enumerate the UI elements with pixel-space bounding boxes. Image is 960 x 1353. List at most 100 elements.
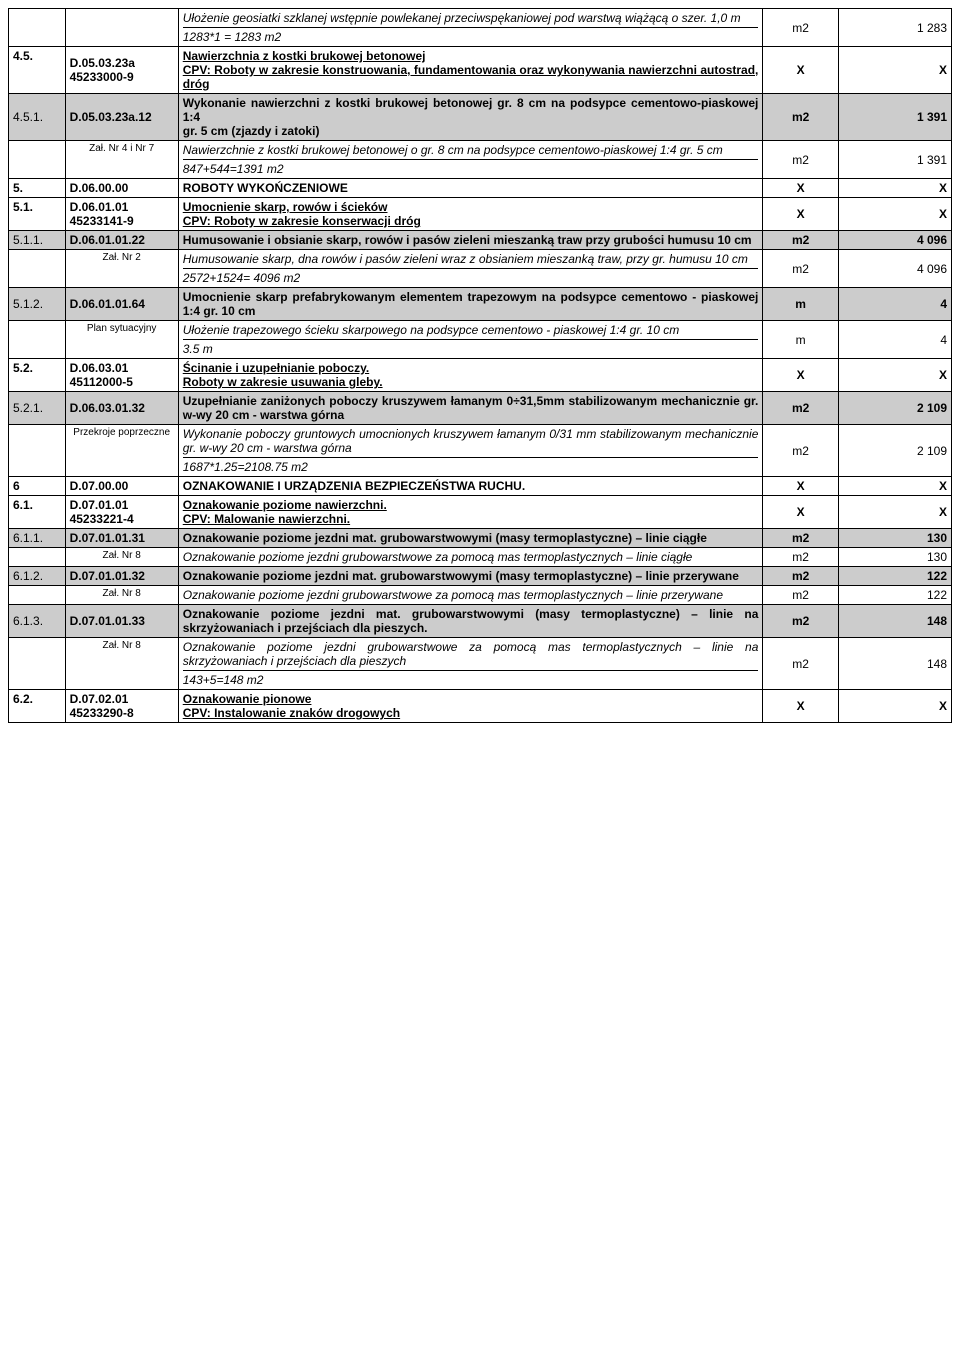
ref-idx-empty — [9, 250, 66, 288]
row-item: 4.5.1.D.05.03.23a.12Wykonanie nawierzchn… — [9, 94, 952, 141]
unit: X — [763, 198, 838, 231]
unit: X — [763, 496, 838, 529]
row-ref: Przekroje poprzeczneWykonanie poboczy gr… — [9, 425, 952, 477]
unit: m2 — [763, 9, 838, 47]
item-idx: 6.1.3. — [9, 605, 66, 638]
qty: X — [838, 477, 951, 496]
row-ref: Zał. Nr 4 i Nr 7Nawierzchnie z kostki br… — [9, 141, 952, 179]
item-desc: Oznakowanie poziome jezdni mat. grubowar… — [178, 605, 763, 638]
row-ref: Zał. Nr 8Oznakowanie poziome jezdni grub… — [9, 638, 952, 690]
ref-idx-empty — [9, 141, 66, 179]
unit: m2 — [763, 250, 838, 288]
ref-desc: Oznakowanie poziome jezdni grubowarstwow… — [178, 586, 763, 605]
calc-text: 1687*1.25=2108.75 m2 — [183, 457, 759, 474]
unit: X — [763, 690, 838, 723]
row-section: 5.D.06.00.00ROBOTY WYKOŃCZENIOWEXX — [9, 179, 952, 198]
qty: 1 391 — [838, 141, 951, 179]
ref-idx-empty — [9, 638, 66, 690]
row-header: 5.1.D.06.01.0145233141-9Umocnienie skarp… — [9, 198, 952, 231]
section-code: D.06.00.00 — [65, 179, 178, 198]
item-code: D.07.01.01.31 — [65, 529, 178, 548]
ref-desc: Nawierzchnie z kostki brukowej betonowej… — [178, 141, 763, 179]
item-idx: 5.1.1. — [9, 231, 66, 250]
unit: m2 — [763, 586, 838, 605]
item-code: D.07.01.01.32 — [65, 567, 178, 586]
unit: m2 — [763, 141, 838, 179]
ref-desc: Oznakowanie poziome jezdni grubowarstwow… — [178, 548, 763, 567]
qty: 1 283 — [838, 9, 951, 47]
qty: X — [838, 359, 951, 392]
qty: X — [838, 47, 951, 94]
section-title: ROBOTY WYKOŃCZENIOWE — [178, 179, 763, 198]
qty: X — [838, 690, 951, 723]
unit: m2 — [763, 425, 838, 477]
row-header: 5.2.D.06.03.0145112000-5Ścinanie i uzupe… — [9, 359, 952, 392]
unit: m — [763, 321, 838, 359]
section-idx: 5. — [9, 179, 66, 198]
section-code: D.07.00.00 — [65, 477, 178, 496]
row-item: 5.2.1.D.06.03.01.32Uzupełnianie zaniżony… — [9, 392, 952, 425]
section-title: OZNAKOWANIE I URZĄDZENIA BEZPIECZEŃSTWA … — [178, 477, 763, 496]
row-section: 6D.07.00.00OZNAKOWANIE I URZĄDZENIA BEZP… — [9, 477, 952, 496]
row-item: 6.1.3.D.07.01.01.33Oznakowanie poziome j… — [9, 605, 952, 638]
item-desc: Humusowanie i obsianie skarp, rowów i pa… — [178, 231, 763, 250]
qty: 4 — [838, 288, 951, 321]
row-ref: Plan sytuacyjnyUłożenie trapezowego ście… — [9, 321, 952, 359]
ref-desc: Oznakowanie poziome jezdni grubowarstwow… — [178, 638, 763, 690]
qty: X — [838, 198, 951, 231]
unit: m2 — [763, 94, 838, 141]
ref-desc: Ułożenie trapezowego ścieku skarpowego n… — [178, 321, 763, 359]
unit: m2 — [763, 605, 838, 638]
header-idx: 6.2. — [9, 690, 66, 723]
row-ref: Zał. Nr 8Oznakowanie poziome jezdni grub… — [9, 586, 952, 605]
item-desc: Oznakowanie poziome jezdni mat. grubowar… — [178, 567, 763, 586]
row-item: 5.1.1.D.06.01.01.22Humusowanie i obsiani… — [9, 231, 952, 250]
item-desc: Umocnienie skarp prefabrykowanym element… — [178, 288, 763, 321]
ref-source: Plan sytuacyjny — [65, 321, 178, 359]
qty: 122 — [838, 586, 951, 605]
header-desc: Umocnienie skarp, rowów i ściekówCPV: Ro… — [178, 198, 763, 231]
row-desc-only: Ułożenie geosiatki szklanej wstępnie pow… — [9, 9, 952, 47]
row-ref: Zał. Nr 2Humusowanie skarp, dna rowów i … — [9, 250, 952, 288]
item-idx: 6.1.1. — [9, 529, 66, 548]
item-code: D.06.01.01.64 — [65, 288, 178, 321]
qty: 130 — [838, 548, 951, 567]
unit: m2 — [763, 231, 838, 250]
row-header: 6.2.D.07.02.0145233290-8Oznakowanie pion… — [9, 690, 952, 723]
row-item: 6.1.2.D.07.01.01.32Oznakowanie poziome j… — [9, 567, 952, 586]
ref-source: Zał. Nr 2 — [65, 250, 178, 288]
qty: 148 — [838, 638, 951, 690]
ref-desc: Wykonanie poboczy gruntowych umocnionych… — [178, 425, 763, 477]
item-idx: 6.1.2. — [9, 567, 66, 586]
item-desc: Wykonanie nawierzchni z kostki brukowej … — [178, 94, 763, 141]
ref-source: Przekroje poprzeczne — [65, 425, 178, 477]
header-idx: 5.2. — [9, 359, 66, 392]
row-ref: Zał. Nr 8Oznakowanie poziome jezdni grub… — [9, 548, 952, 567]
header-code: D.07.02.0145233290-8 — [65, 690, 178, 723]
item-idx: 5.2.1. — [9, 392, 66, 425]
calc-text: 3.5 m — [183, 339, 759, 356]
calc-text: 1283*1 = 1283 m2 — [183, 27, 759, 44]
unit: X — [763, 359, 838, 392]
qty: 2 109 — [838, 425, 951, 477]
item-code: D.06.03.01.32 — [65, 392, 178, 425]
row-item: 6.1.1.D.07.01.01.31Oznakowanie poziome j… — [9, 529, 952, 548]
header-desc: Oznakowanie poziome nawierzchni.CPV: Mal… — [178, 496, 763, 529]
row-header: 6.1.D.07.01.0145233221-4Oznakowanie pozi… — [9, 496, 952, 529]
qty: 148 — [838, 605, 951, 638]
ref-source: Zał. Nr 8 — [65, 586, 178, 605]
item-desc: Oznakowanie poziome jezdni mat. grubowar… — [178, 529, 763, 548]
desc-text: Ułożenie geosiatki szklanej wstępnie pow… — [183, 11, 759, 25]
header-code: D.05.03.23a45233000-9 — [65, 47, 178, 94]
ref-source: Zał. Nr 8 — [65, 638, 178, 690]
section-idx: 6 — [9, 477, 66, 496]
ref-idx-empty — [9, 321, 66, 359]
unit: m2 — [763, 567, 838, 586]
row-item: 5.1.2.D.06.01.01.64Umocnienie skarp pref… — [9, 288, 952, 321]
calc-text: 143+5=148 m2 — [183, 670, 759, 687]
item-code: D.06.01.01.22 — [65, 231, 178, 250]
ref-idx-empty — [9, 548, 66, 567]
header-code: D.07.01.0145233221-4 — [65, 496, 178, 529]
unit: m2 — [763, 529, 838, 548]
unit: m — [763, 288, 838, 321]
